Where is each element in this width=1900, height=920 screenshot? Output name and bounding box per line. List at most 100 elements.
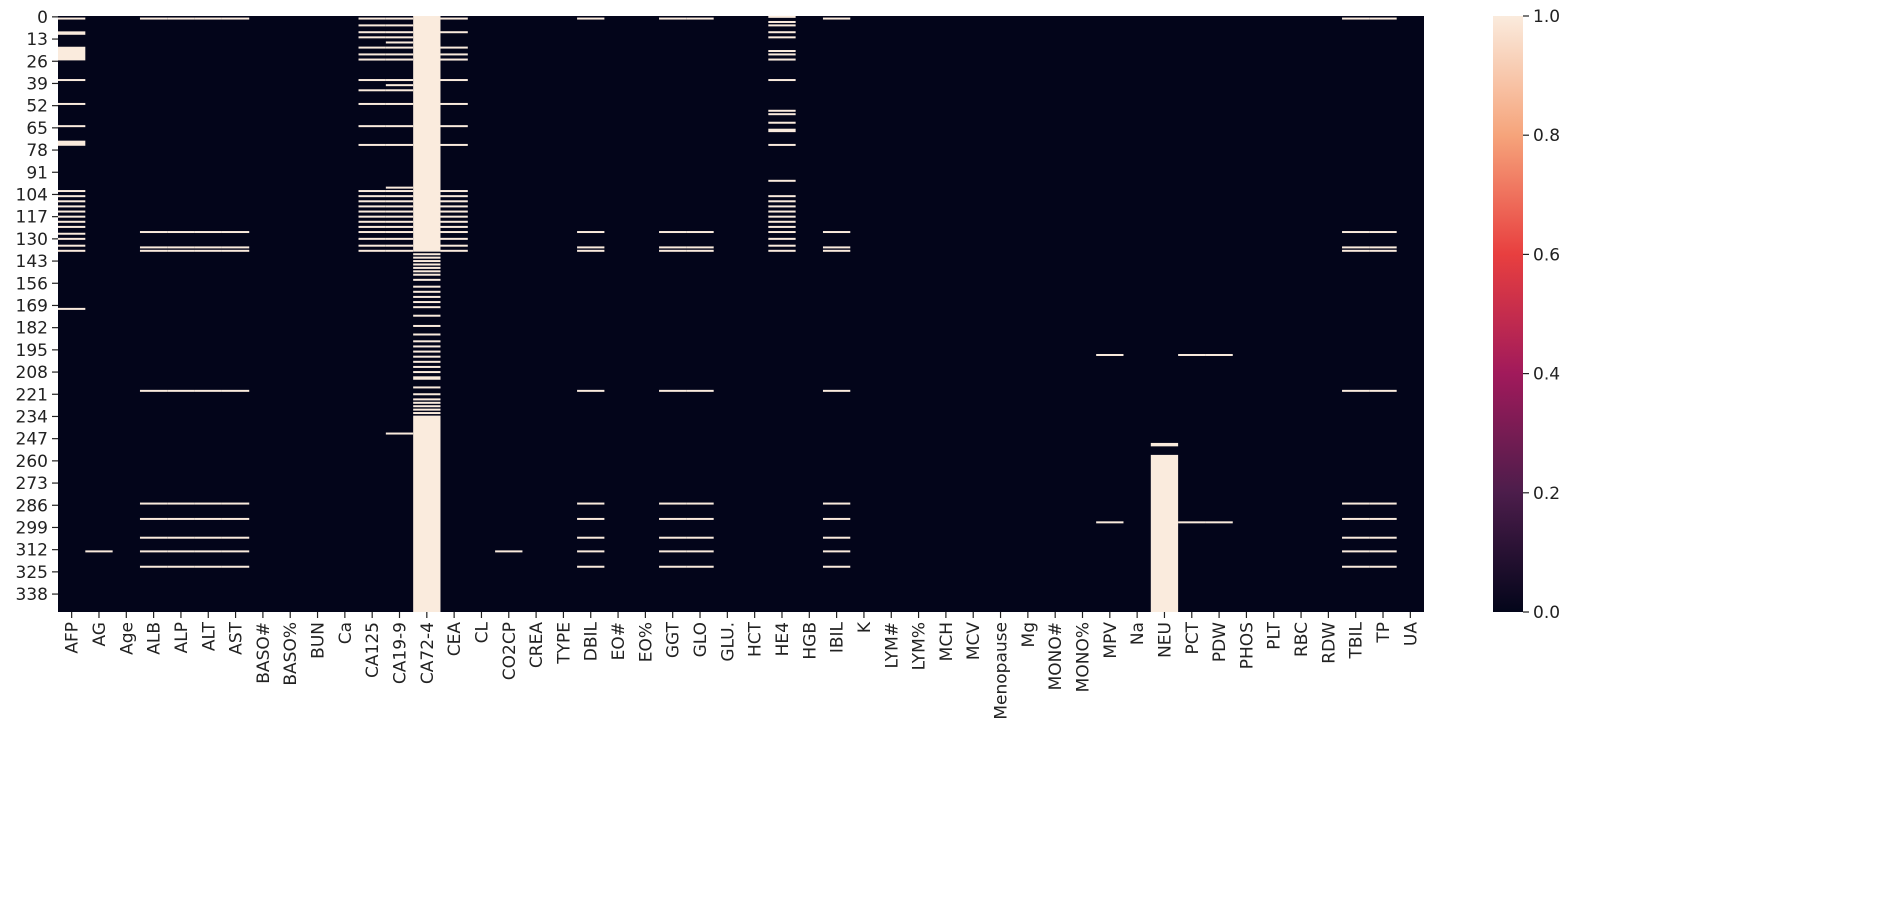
x-tick-label: EO# <box>609 622 629 660</box>
heatmap-cell-ca19-9-rows-102-102 <box>385 190 414 193</box>
x-tick-label: RBC <box>1292 622 1312 657</box>
heatmap-cell-ag-rows-313-313 <box>85 550 113 553</box>
x-tick-label: TP <box>1374 622 1394 644</box>
heatmap-cell-afp-rows-51-51 <box>58 102 86 105</box>
heatmap-cell-ca72-4-rows-186-186 <box>413 333 441 336</box>
heatmap-cell-afp-rows-18-25 <box>58 46 86 61</box>
heatmap-cell-dbil-rows-322-322 <box>577 565 605 568</box>
x-tick-label: ALB <box>145 622 165 655</box>
heatmap-cell-ca19-9-rows-123-123 <box>385 225 414 228</box>
heatmap-cell-cea-rows-130-130 <box>440 237 468 240</box>
heatmap-cell-ibil-rows-137-137 <box>822 249 851 252</box>
heatmap-cell-ggt-rows-126-126 <box>659 231 687 234</box>
x-tick-label: Menopause <box>992 622 1012 720</box>
heatmap-cell-alp-rows-135-135 <box>167 246 195 249</box>
heatmap-cell-dbil-rows-305-305 <box>577 536 605 539</box>
heatmap-cell-cea-rows-120-120 <box>440 220 468 223</box>
heatmap-cell-mpv-rows-296-296 <box>1096 521 1124 524</box>
y-tick-label: 182 <box>16 319 48 339</box>
heatmap-cell-ca19-9-rows-43-43 <box>385 89 414 92</box>
y-tick-label: 325 <box>16 563 48 583</box>
heatmap-cell-alt-rows-285-285 <box>194 502 222 505</box>
x-tick-label: AST <box>227 621 247 654</box>
heatmap-cell-tbil-rows-313-313 <box>1342 550 1370 553</box>
heatmap-cell-afp-rows-64-64 <box>58 125 86 128</box>
heatmap-cell-ca125-rows-5-5 <box>358 24 386 27</box>
heatmap-cell-ggt-rows-135-135 <box>659 246 687 249</box>
heatmap-cell-ca72-4-rows-151-151 <box>413 273 441 276</box>
heatmap-cell-ca19-9-rows-111-111 <box>385 205 414 208</box>
heatmap-cell-ca72-4-rows-232-232 <box>413 412 441 415</box>
heatmap-cell-tbil-rows-219-219 <box>1342 389 1370 392</box>
x-tick-label: CO2CP <box>500 622 520 680</box>
x-tick-label: AG <box>90 622 110 647</box>
x-tick-label: CL <box>472 621 492 643</box>
x-tick-label: HE4 <box>773 622 793 656</box>
colorbar-tick-label: 0.2 <box>1533 484 1560 504</box>
heatmap-cell-ibil-rows-305-305 <box>822 536 851 539</box>
heatmap-cell-he4-rows-37-37 <box>768 79 796 82</box>
heatmap-cell-pdw-rows-198-198 <box>1205 353 1233 356</box>
heatmap-cell-alt-rows-1-1 <box>194 17 222 20</box>
heatmap-cell-ast-rows-1-1 <box>221 17 250 20</box>
heatmap-cell-he4-rows-20-20 <box>768 50 796 53</box>
heatmap-cell-tp-rows-305-305 <box>1369 536 1397 539</box>
heatmap-cell-ca72-4-rows-0-137 <box>413 16 441 252</box>
heatmap-cell-afp-rows-120-120 <box>58 220 86 223</box>
x-tick-label: MONO% <box>1074 622 1094 692</box>
heatmap-cell-tp-rows-322-322 <box>1369 565 1397 568</box>
x-tick-label: RDW <box>1319 622 1339 664</box>
heatmap-cell-ca19-9-rows-51-51 <box>385 102 414 105</box>
heatmap-cell-ca72-4-rows-154-154 <box>413 278 441 281</box>
heatmap-cell-ca72-4-rows-202-202 <box>413 360 441 363</box>
y-tick-label: 338 <box>16 585 48 605</box>
heatmap-cell-he4-rows-75-75 <box>768 143 796 146</box>
heatmap-cell-ca125-rows-25-25 <box>358 58 386 61</box>
heatmap-cell-ibil-rows-322-322 <box>822 565 851 568</box>
heatmap-cell-glo-rows-305-305 <box>686 536 714 539</box>
y-tick-label: 169 <box>16 296 48 316</box>
y-tick-label: 208 <box>16 363 48 383</box>
heatmap-cell-ggt-rows-313-313 <box>659 550 687 553</box>
heatmap-cell-ggt-rows-285-285 <box>659 502 687 505</box>
heatmap-cell-ca72-4-rows-147-147 <box>413 266 441 269</box>
heatmap-cell-alt-rows-126-126 <box>194 231 222 234</box>
y-tick-label: 130 <box>16 230 48 250</box>
heatmap-cell-ca19-9-rows-100-100 <box>385 186 414 189</box>
heatmap-cell-he4-rows-5-5 <box>768 24 796 27</box>
heatmap-cell-cea-rows-105-105 <box>440 195 468 198</box>
heatmap-cell-he4-rows-9-9 <box>768 31 796 34</box>
y-tick-label: 26 <box>26 52 48 72</box>
heatmap-cell-tp-rows-135-135 <box>1369 246 1397 249</box>
heatmap-cell-alb-rows-135-135 <box>139 246 168 249</box>
heatmap-cell-ca19-9-rows-120-120 <box>385 220 414 223</box>
heatmap-cell-ca72-4-rows-139-139 <box>413 253 441 256</box>
heatmap-cell-mpv-rows-198-198 <box>1096 353 1124 356</box>
heatmap-cell-ca125-rows-43-43 <box>358 89 386 92</box>
heatmap-cell-tbil-rows-322-322 <box>1342 565 1370 568</box>
heatmap-cell-cea-rows-75-75 <box>440 143 468 146</box>
heatmap-cell-alp-rows-219-219 <box>167 389 195 392</box>
heatmap-cell-ca19-9-rows-137-137 <box>385 249 414 252</box>
heatmap-cell-ca19-9-rows-134-134 <box>385 244 414 247</box>
heatmap-cell-ggt-rows-137-137 <box>659 249 687 252</box>
heatmap-cell-cea-rows-117-117 <box>440 215 468 218</box>
heatmap-cell-ca72-4-rows-181-181 <box>413 324 441 327</box>
x-tick-label: BASO% <box>281 622 301 686</box>
heatmap-cell-dbil-rows-294-294 <box>577 517 605 520</box>
y-tick-label: 143 <box>16 252 48 272</box>
x-tick-label: CA72-4 <box>418 622 438 684</box>
heatmap-cell-glo-rows-137-137 <box>686 249 714 252</box>
heatmap-cell-ggt-rows-305-305 <box>659 536 687 539</box>
heatmap-cell-ca72-4-rows-143-143 <box>413 260 441 263</box>
heatmap-cell-ca125-rows-137-137 <box>358 249 386 252</box>
heatmap-cell-ca125-rows-37-37 <box>358 79 386 82</box>
heatmap-cell-ca72-4-rows-190-190 <box>413 340 441 343</box>
heatmap-cell-ast-rows-285-285 <box>221 502 250 505</box>
heatmap-cell-glo-rows-135-135 <box>686 246 714 249</box>
heatmap-cell-ca19-9-rows-117-117 <box>385 215 414 218</box>
x-tick-label: NEU <box>1155 622 1175 658</box>
heatmap-cell-afp-rows-134-134 <box>58 244 86 247</box>
heatmap-cell-afp-rows-114-114 <box>58 210 86 213</box>
